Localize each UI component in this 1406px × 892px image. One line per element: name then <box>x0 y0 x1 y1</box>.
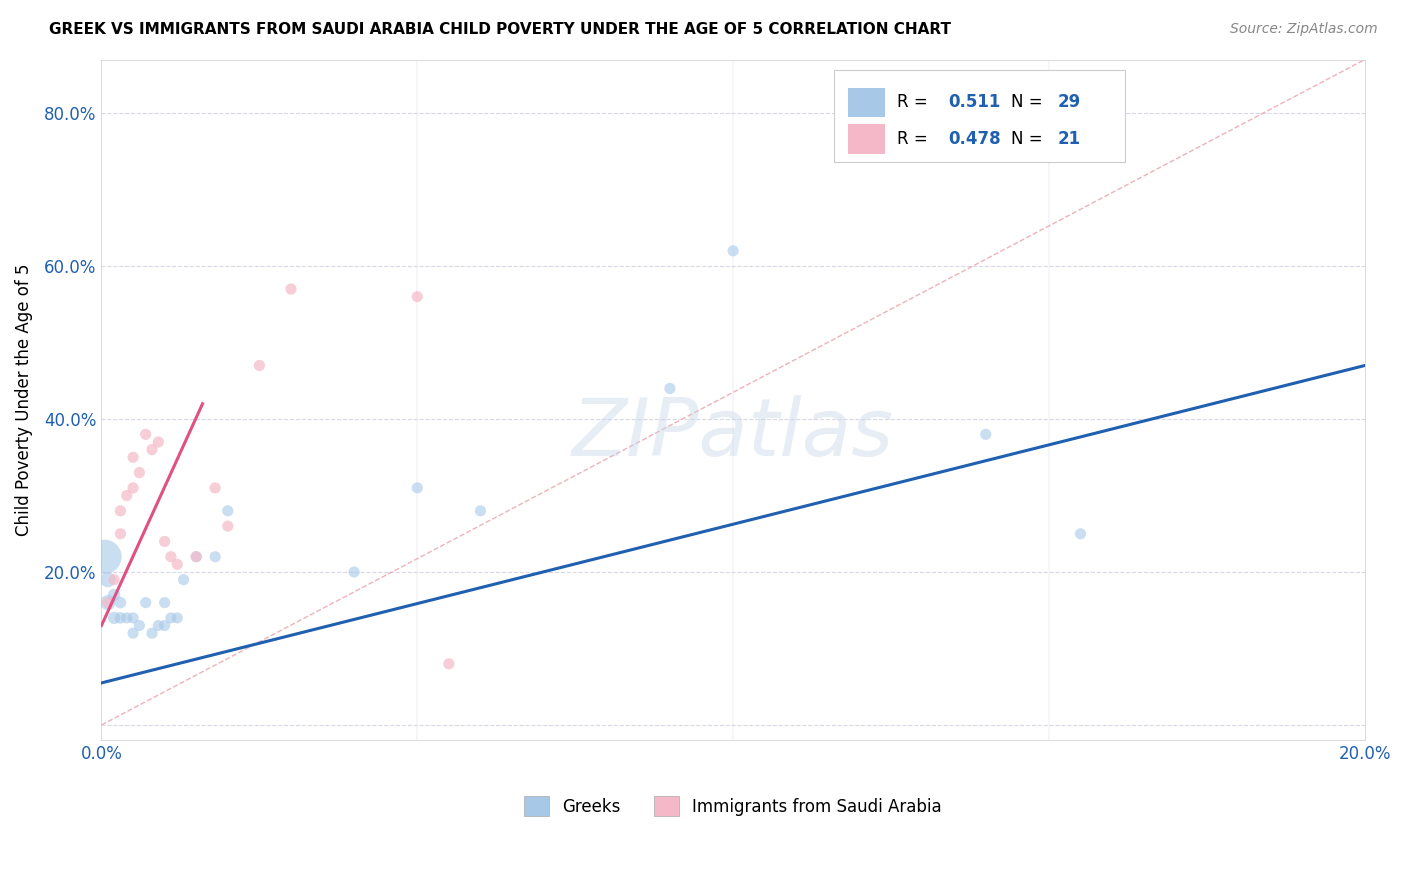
Point <box>406 481 429 495</box>
Point <box>721 244 744 258</box>
Point <box>110 596 132 610</box>
Point <box>437 657 460 671</box>
Point <box>110 611 132 625</box>
Point <box>153 596 176 610</box>
Point <box>217 504 239 518</box>
Point <box>128 466 150 480</box>
Point <box>141 626 163 640</box>
Point <box>186 549 208 564</box>
Point <box>135 427 157 442</box>
Point <box>122 626 145 640</box>
Text: 0.511: 0.511 <box>948 94 1000 112</box>
Point <box>110 504 132 518</box>
Point <box>406 290 429 304</box>
Text: 0.478: 0.478 <box>948 130 1001 148</box>
Point <box>974 427 997 442</box>
Point <box>166 558 188 572</box>
Point <box>148 618 170 632</box>
Point <box>103 611 125 625</box>
Point <box>97 596 120 610</box>
Point <box>280 282 302 296</box>
FancyBboxPatch shape <box>848 87 884 118</box>
Point <box>173 573 195 587</box>
Point <box>186 549 208 564</box>
Point <box>343 565 366 579</box>
Text: R =: R = <box>897 130 934 148</box>
Point <box>1070 526 1092 541</box>
Point <box>153 618 176 632</box>
Point <box>97 573 120 587</box>
Point <box>204 549 226 564</box>
Point <box>97 596 120 610</box>
FancyBboxPatch shape <box>834 70 1125 161</box>
FancyBboxPatch shape <box>848 124 884 154</box>
Point <box>110 526 132 541</box>
Text: R =: R = <box>897 94 934 112</box>
Legend: Greeks, Immigrants from Saudi Arabia: Greeks, Immigrants from Saudi Arabia <box>517 789 949 823</box>
Point <box>204 481 226 495</box>
Point <box>247 359 270 373</box>
Point <box>115 611 138 625</box>
Y-axis label: Child Poverty Under the Age of 5: Child Poverty Under the Age of 5 <box>15 264 32 536</box>
Point <box>93 549 115 564</box>
Text: ZIPatlas: ZIPatlas <box>572 395 894 473</box>
Point <box>166 611 188 625</box>
Text: N =: N = <box>1011 94 1047 112</box>
Point <box>160 611 183 625</box>
Text: GREEK VS IMMIGRANTS FROM SAUDI ARABIA CHILD POVERTY UNDER THE AGE OF 5 CORRELATI: GREEK VS IMMIGRANTS FROM SAUDI ARABIA CH… <box>49 22 952 37</box>
Point <box>115 489 138 503</box>
Text: N =: N = <box>1011 130 1047 148</box>
Point <box>103 573 125 587</box>
Point <box>103 588 125 602</box>
Point <box>141 442 163 457</box>
Point <box>153 534 176 549</box>
Point <box>122 611 145 625</box>
Text: 29: 29 <box>1057 94 1081 112</box>
Point <box>470 504 492 518</box>
Point <box>122 481 145 495</box>
Point <box>122 450 145 465</box>
Point <box>128 618 150 632</box>
Point <box>217 519 239 533</box>
Point <box>658 381 681 395</box>
Point <box>148 435 170 450</box>
Text: 21: 21 <box>1057 130 1081 148</box>
Point <box>135 596 157 610</box>
Point <box>160 549 183 564</box>
Text: Source: ZipAtlas.com: Source: ZipAtlas.com <box>1230 22 1378 37</box>
